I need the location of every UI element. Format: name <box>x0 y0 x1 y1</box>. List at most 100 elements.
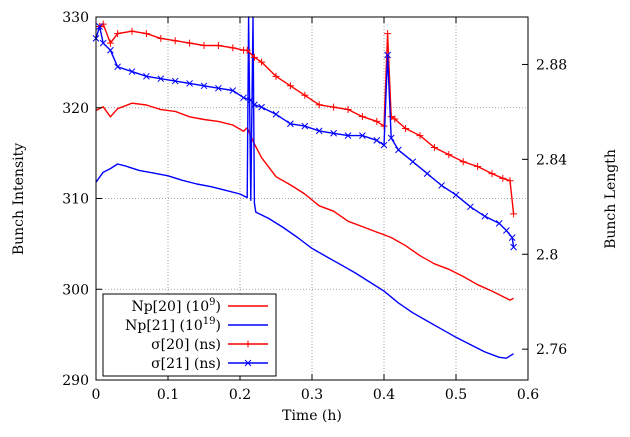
y-right-tick-label: 2.76 <box>536 342 567 358</box>
data-point-marker <box>96 23 103 30</box>
data-point-marker <box>186 80 193 87</box>
legend-label-tail: ) <box>216 299 221 315</box>
data-point-marker <box>301 122 309 130</box>
legend: Np[20] (109)Np[21] (1019) σ[20] (ns) σ[21]… <box>102 293 277 377</box>
series-line <box>95 25 515 248</box>
y-left-tick-label: 310 <box>62 192 89 208</box>
data-point-marker <box>344 106 352 114</box>
data-point-marker <box>384 30 392 38</box>
grid <box>96 17 528 380</box>
series-layer <box>92 16 518 359</box>
y-right-tick-label: 2.8 <box>536 247 558 263</box>
data-point-marker <box>359 132 366 139</box>
data-point-marker <box>467 203 474 211</box>
legend-label: σ[20] (ns) <box>151 337 221 353</box>
y-left-tick-label: 300 <box>62 282 89 298</box>
data-point-marker <box>474 162 482 170</box>
legend-label: Np[20] (109) <box>131 297 221 315</box>
data-point-marker <box>157 34 165 42</box>
data-point-marker <box>99 39 107 47</box>
data-point-marker <box>452 191 460 199</box>
data-point-marker <box>200 41 208 49</box>
y-axis-left-label: Bunch Intensity <box>11 143 27 255</box>
data-point-marker <box>430 143 438 151</box>
data-point-marker <box>315 101 323 109</box>
x-tick-label: 0.1 <box>157 387 179 403</box>
y-right-tick-label: 2.88 <box>536 57 567 73</box>
data-point-marker <box>107 46 114 54</box>
legend-label: σ[21] (ns) <box>151 356 221 372</box>
legend-label: Np[21] (1019) <box>125 316 221 334</box>
x-tick-label: 0.4 <box>373 387 395 403</box>
ticks: 0 0.1 0.2 0.3 0.4 0.5 0.6 290 300 310 320 330 2.76 2.… <box>62 10 567 403</box>
y-left-tick-label: 330 <box>62 10 89 26</box>
data-point-marker <box>244 340 252 348</box>
legend-label-superscript: 19 <box>203 316 216 327</box>
data-point-marker <box>301 91 309 99</box>
data-point-marker <box>445 151 453 159</box>
data-point-marker <box>200 82 208 90</box>
x-tick-label: 0.3 <box>301 387 323 403</box>
data-point-marker <box>186 39 194 47</box>
series-line <box>95 16 514 359</box>
data-point-marker <box>416 132 424 140</box>
y-left-tick-label: 320 <box>62 101 89 117</box>
x-tick-label: 0 <box>92 387 101 403</box>
data-point-marker <box>344 132 352 139</box>
data-point-marker <box>438 182 445 189</box>
data-point-marker <box>171 37 179 45</box>
data-point-marker <box>250 53 258 61</box>
series-0 <box>95 102 514 301</box>
data-point-marker <box>99 20 107 28</box>
y-right-tick-label: 2.84 <box>536 152 567 168</box>
data-point-marker <box>229 44 237 52</box>
data-point-marker <box>315 127 323 135</box>
data-point-marker <box>128 68 136 75</box>
data-point-marker <box>114 30 122 38</box>
data-point-marker <box>387 113 395 121</box>
legend-label-superscript: 9 <box>209 297 215 308</box>
data-point-marker <box>380 141 388 149</box>
data-point-marker <box>488 170 496 178</box>
data-point-marker <box>258 103 265 111</box>
data-point-marker <box>384 51 391 59</box>
data-point-marker <box>330 103 338 111</box>
data-point-marker <box>247 96 255 104</box>
data-point-marker <box>510 210 518 218</box>
y-left-tick-label: 290 <box>62 373 89 389</box>
x-tick-label: 0.5 <box>445 387 467 403</box>
data-point-marker <box>506 177 514 185</box>
series-3 <box>92 23 517 251</box>
x-tick-label: 0.6 <box>517 387 539 403</box>
series-2 <box>96 20 518 218</box>
series-line <box>99 23 515 214</box>
data-point-marker <box>240 94 247 102</box>
data-point-marker <box>395 146 402 154</box>
data-point-marker <box>495 220 503 227</box>
data-point-marker <box>510 243 517 251</box>
y-axis-right-label: Bunch Length <box>603 149 619 249</box>
data-point-marker <box>142 30 150 38</box>
data-point-marker <box>106 39 114 47</box>
data-point-marker <box>157 75 165 83</box>
data-point-marker <box>459 158 467 166</box>
data-point-marker <box>387 134 395 142</box>
data-point-marker <box>244 359 252 367</box>
legend-label-tail: ) <box>216 318 221 334</box>
data-point-marker <box>114 63 121 71</box>
data-point-marker <box>503 227 510 234</box>
data-point-marker <box>508 234 516 242</box>
data-point-marker <box>402 125 410 133</box>
data-point-marker <box>358 113 366 121</box>
x-tick-label: 0.2 <box>229 387 251 403</box>
data-point-marker <box>251 101 258 109</box>
data-point-marker <box>272 72 280 80</box>
data-point-marker <box>287 120 294 128</box>
data-point-marker <box>214 41 222 49</box>
series-line <box>95 102 514 301</box>
data-point-marker <box>330 129 337 137</box>
data-point-marker <box>272 110 280 118</box>
data-point-marker <box>128 27 136 35</box>
data-point-marker <box>258 58 266 66</box>
